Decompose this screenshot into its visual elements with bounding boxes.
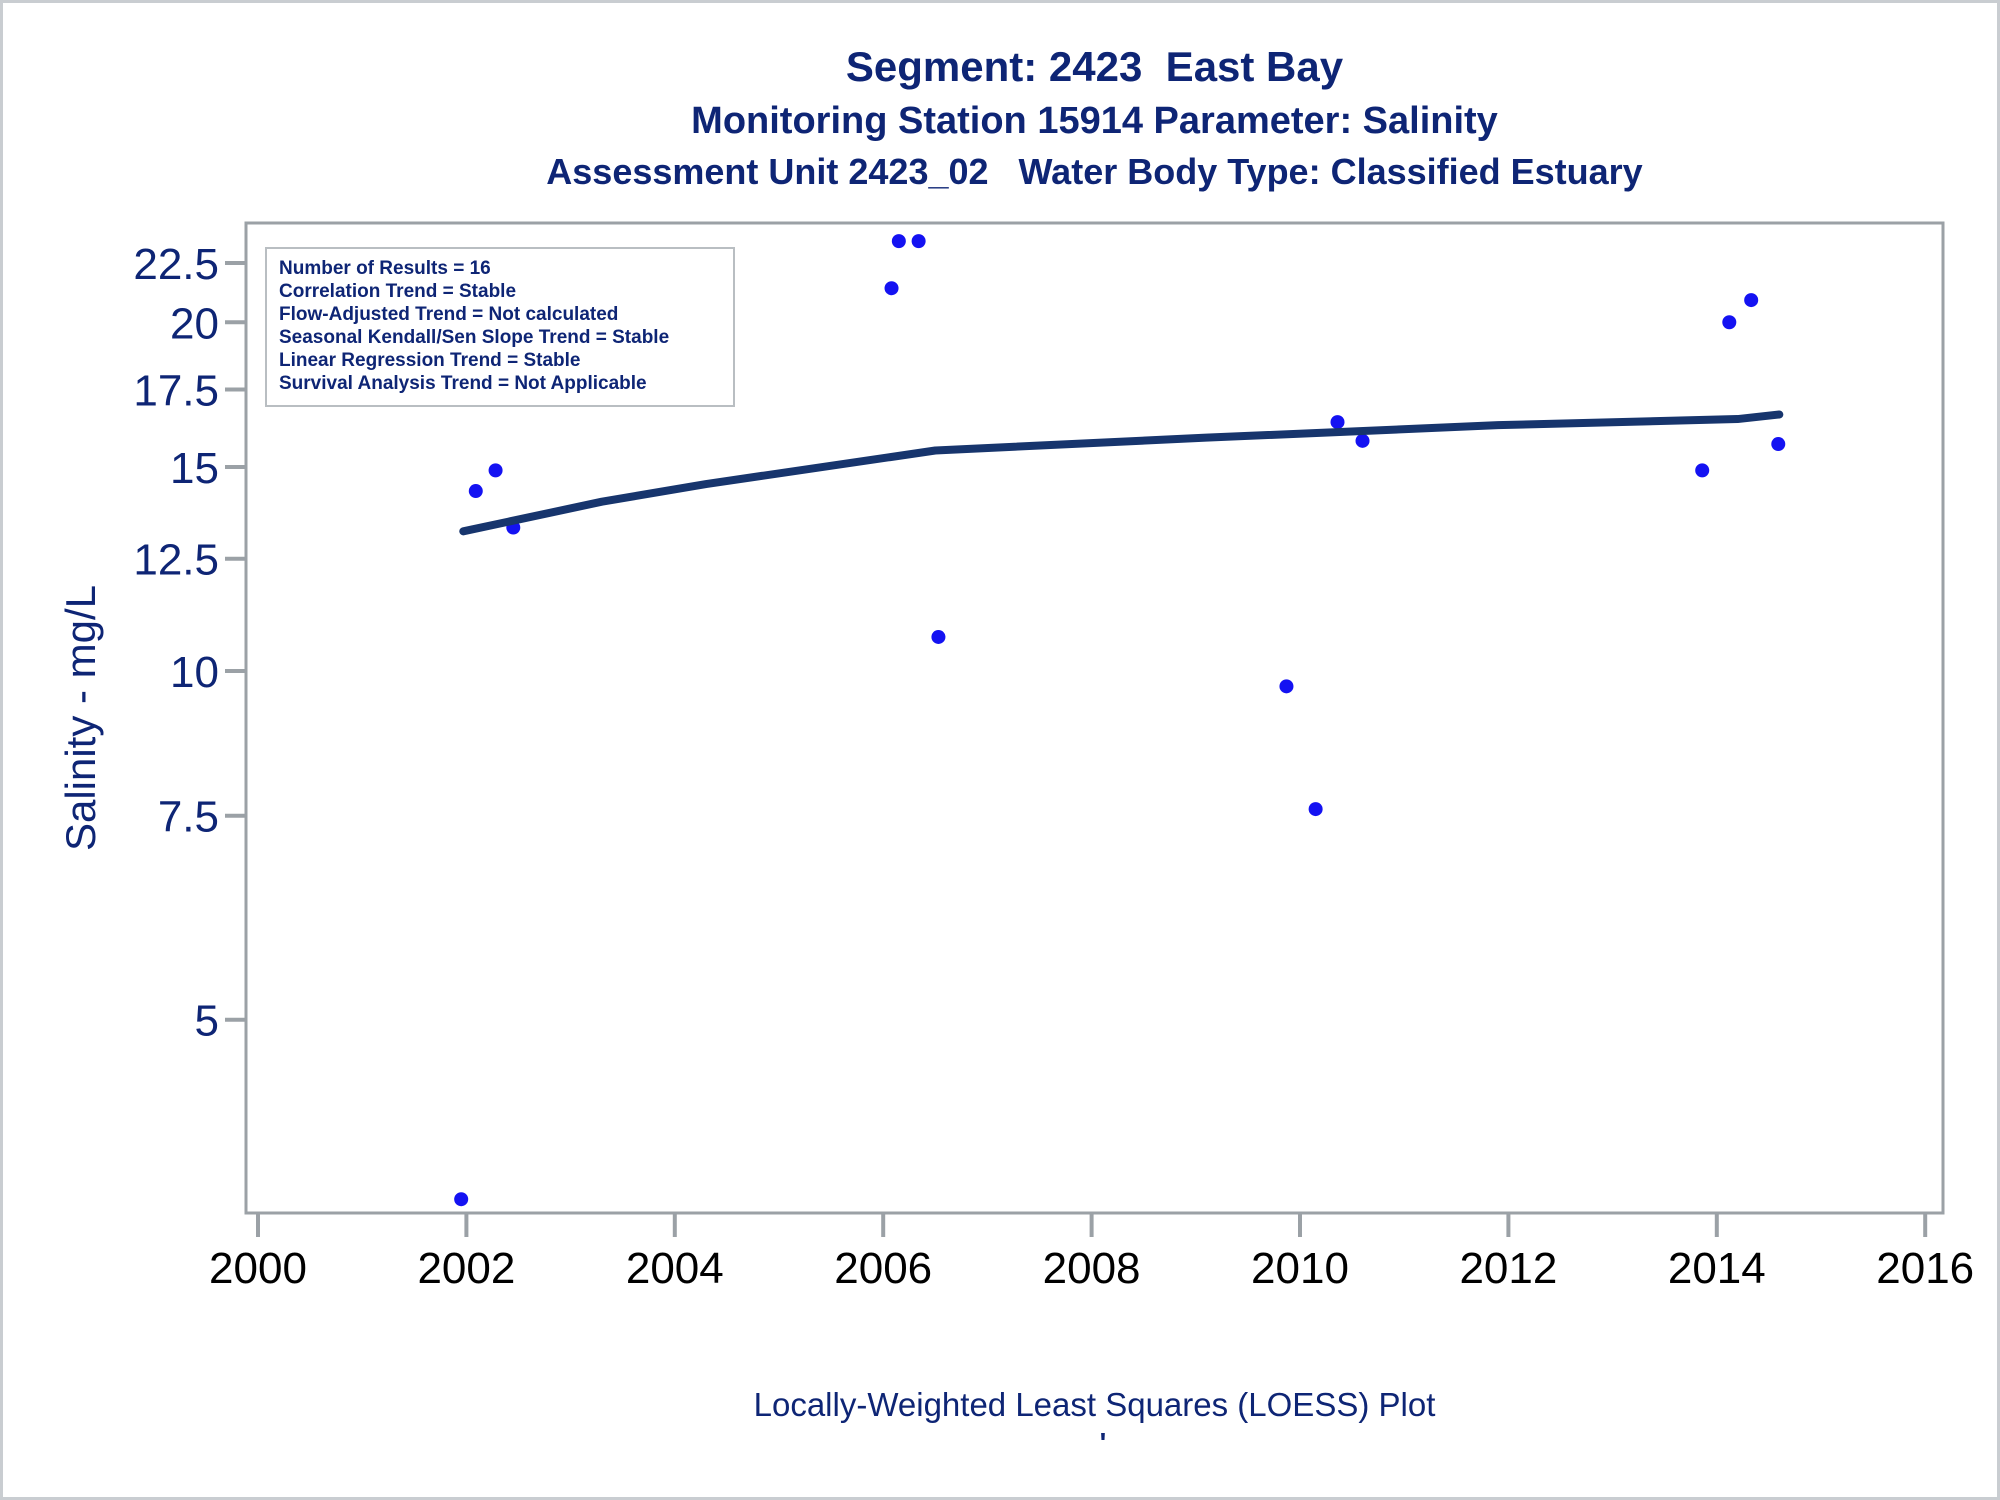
x-axis-tick-label: 2008 [1043, 1244, 1141, 1293]
scatter-point [488, 463, 503, 478]
x-axis-tick-label: 2006 [834, 1244, 932, 1293]
x-axis-tick-label: 2002 [417, 1244, 515, 1293]
chart-title-line1: Segment: 2423 East Bay [845, 43, 1344, 90]
y-axis-tick-label: 5 [195, 997, 219, 1046]
x-axis-tick-label: 2004 [626, 1244, 724, 1293]
loess-curve [459, 410, 1784, 536]
stat-flow-adjusted-trend: Flow-Adjusted Trend = Not calculated [279, 304, 619, 325]
plot-frame [244, 221, 1945, 1215]
plot-canvas: 2000 2002 2004 2006 2008 2010 2012 2014 201622.5… [133, 221, 1974, 1293]
x-axis-tick-label: 2000 [209, 1244, 307, 1293]
y-axis-tick-label: 20 [170, 299, 219, 348]
chart-title-line3: Assessment Unit 2423_02 Water Body Type:… [546, 151, 1643, 192]
scatter-point [1355, 433, 1370, 448]
stat-survival-analysis-trend: Survival Analysis Trend = Not Applicable [279, 373, 647, 394]
trend-stats-box: Number of Results = 16 Correlation Trend… [265, 247, 735, 407]
chart-title-line2: Monitoring Station 15914 Parameter: Sali… [691, 100, 1498, 142]
stat-correlation-trend: Correlation Trend = Stable [279, 281, 517, 302]
footer-tick-mark: ' [1099, 1427, 1107, 1458]
scatter-point [1744, 293, 1759, 308]
stat-linear-regression-trend: Linear Regression Trend = Stable [279, 350, 581, 371]
y-axis-tick-label: 22.5 [133, 240, 219, 289]
x-axis-tick-label: 2010 [1251, 1244, 1349, 1293]
scatter-point [1279, 679, 1294, 694]
scatter-point [884, 281, 899, 296]
footer-caption: Locally-Weighted Least Squares (LOESS) P… [753, 1386, 1436, 1423]
y-axis-title: Salinity - mg/L [57, 584, 104, 852]
y-axis-tick-label: 10 [170, 648, 219, 697]
scatter-point [1695, 463, 1710, 478]
scatter-point [1330, 415, 1345, 430]
scatter-point [891, 234, 906, 249]
scatter-point [454, 1192, 469, 1207]
scatter-point [1722, 315, 1737, 330]
stat-number-of-results: Number of Results = 16 [279, 258, 491, 279]
x-axis-tick-label: 2014 [1668, 1244, 1766, 1293]
x-axis-tick-label: 2012 [1459, 1244, 1557, 1293]
scatter-point [931, 629, 946, 644]
y-axis-tick-label: 7.5 [158, 793, 219, 842]
y-axis-tick-label: 17.5 [133, 366, 219, 415]
scatter-point [1308, 802, 1323, 817]
title-block: Segment: 2423 East Bay Monitoring Statio… [246, 39, 1943, 197]
y-axis-tick-label: 12.5 [133, 536, 219, 585]
x-axis-tick-label: 2016 [1876, 1244, 1974, 1293]
scatter-point [1771, 437, 1786, 452]
scatter-point [911, 234, 926, 249]
scatter-point [468, 484, 483, 499]
y-axis-tick-label: 15 [170, 444, 219, 493]
stat-seasonal-kendall-trend: Seasonal Kendall/Sen Slope Trend = Stabl… [279, 327, 670, 348]
